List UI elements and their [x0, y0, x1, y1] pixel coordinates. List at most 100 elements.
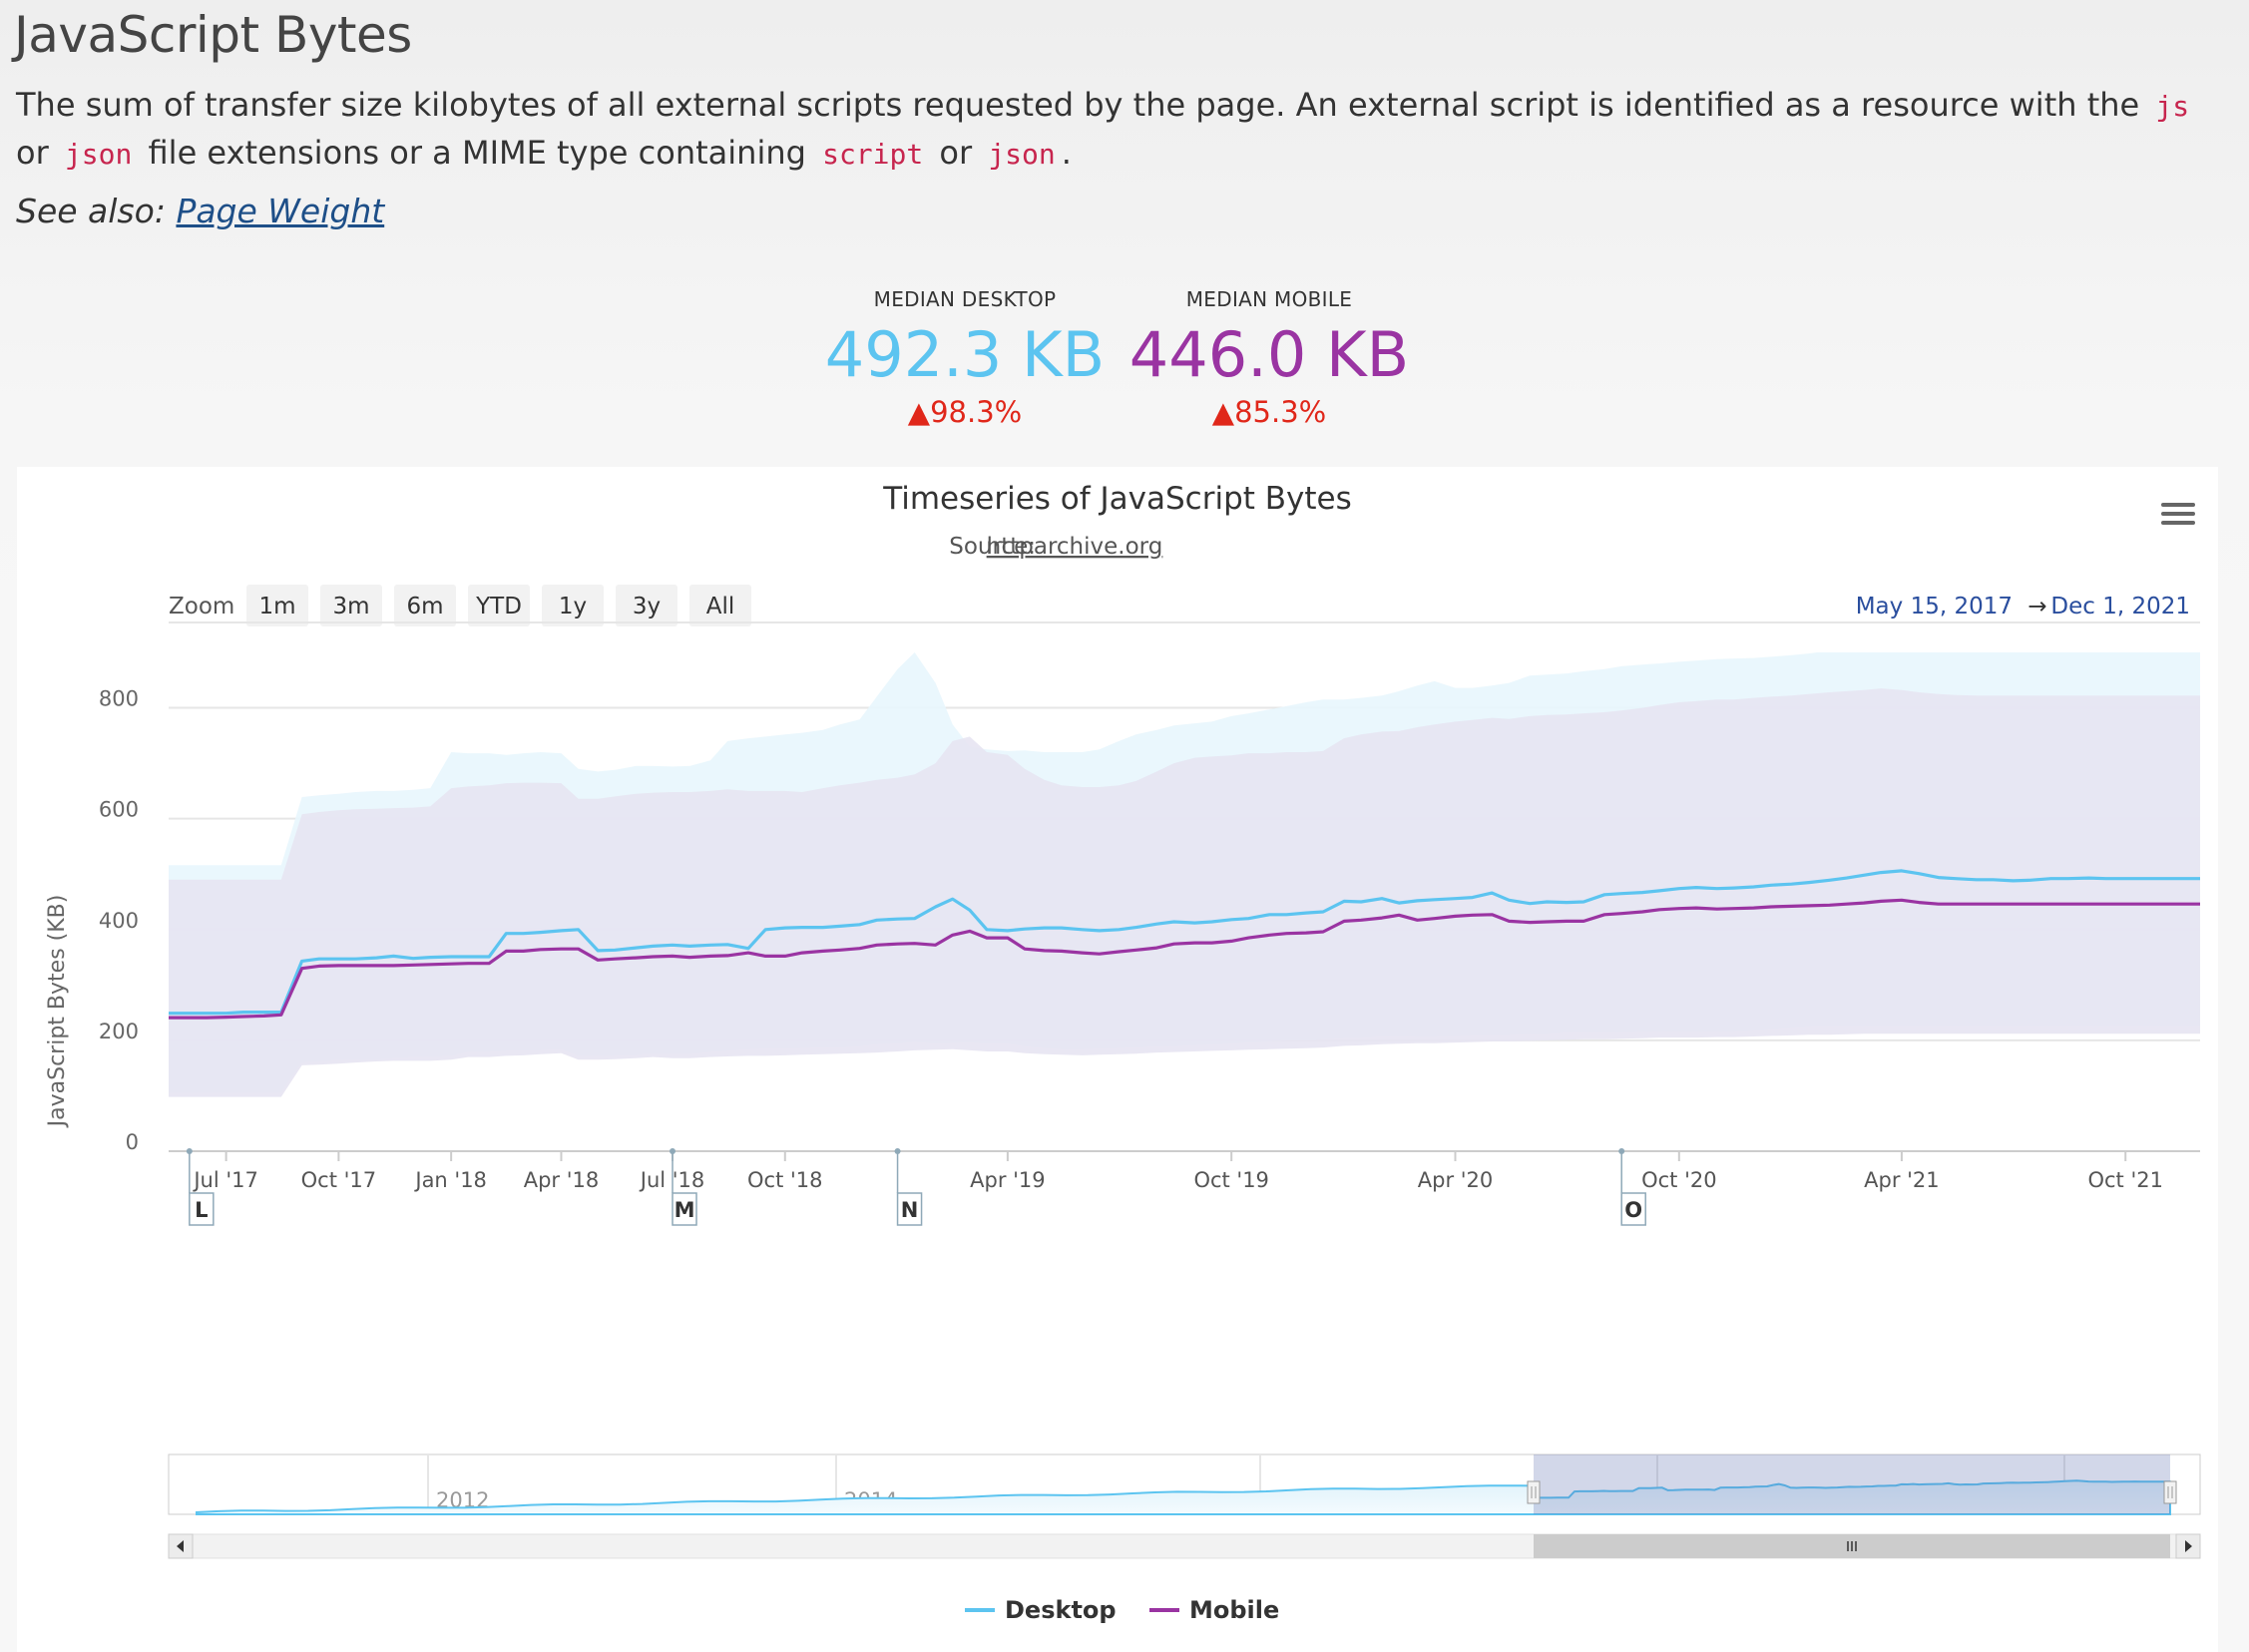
zoom-buttons: 1m 3m 6m YTD 1y 3y All — [246, 585, 751, 626]
description-text: file extensions or a MIME type containin… — [138, 134, 817, 172]
hamburger-menu-icon[interactable] — [2158, 497, 2198, 533]
page-title: JavaScript Bytes — [14, 6, 412, 64]
scroll-left-button[interactable] — [168, 1533, 194, 1559]
y-axis-title: JavaScript Bytes (KB) — [45, 895, 70, 1129]
zoom-button-bg — [246, 585, 308, 626]
y-tick-label: 200 — [99, 1020, 139, 1043]
navigator[interactable]: 20122014201620182021 — [168, 1453, 2201, 1515]
flag-label: N — [901, 1198, 919, 1222]
zoom-button-label: 1m — [258, 594, 295, 620]
zoom-button-label: 3m — [332, 594, 369, 620]
legend-mobile-label: Mobile — [1189, 1596, 1279, 1624]
flag-label: L — [195, 1198, 208, 1222]
navigator-left-handle[interactable] — [1527, 1480, 1541, 1504]
zoom-button-all[interactable]: All — [689, 585, 751, 626]
x-tick-label: Apr '18 — [524, 1168, 600, 1192]
flag-o[interactable]: O — [1618, 1148, 1646, 1226]
zoom-button-label: YTD — [475, 594, 522, 620]
x-tick-label: Apr '19 — [970, 1168, 1046, 1192]
x-tick-label: Jul '17 — [192, 1168, 258, 1192]
see-also-label: See also: — [16, 192, 166, 230]
zoom-button-bg — [616, 585, 677, 626]
median-desktop-stat: MEDIAN DESKTOP 492.3 KB ▲98.3% — [805, 287, 1124, 429]
y-tick-label: 800 — [99, 687, 139, 711]
scroll-left-icon — [177, 1540, 184, 1552]
description-text: or — [929, 134, 983, 172]
range-to[interactable]: Dec 1, 2021 — [2050, 594, 2190, 620]
zoom-label: Zoom — [169, 594, 234, 620]
flag-l[interactable]: L — [186, 1148, 215, 1226]
median-mobile-label: MEDIAN MOBILE — [1185, 287, 1353, 311]
see-also: See also: Page Weight — [16, 192, 384, 230]
chart-container: Timeseries of JavaScript Bytes Source: h… — [17, 467, 2218, 1652]
median-mobile-change: ▲85.3% — [1211, 395, 1327, 429]
legend-item-mobile[interactable]: Mobile — [1149, 1596, 1279, 1624]
source-label: Source: — [949, 534, 1036, 560]
median-mobile-stat: MEDIAN MOBILE 446.0 KB ▲85.3% — [1110, 287, 1429, 429]
y-tick-label: 0 — [126, 1130, 139, 1154]
zoom-button-ytd[interactable]: YTD — [468, 585, 530, 626]
legend-item-desktop[interactable]: Desktop — [965, 1596, 1117, 1624]
flag-box — [189, 1192, 215, 1226]
range-band — [169, 688, 2200, 1097]
timeseries-chart: Timeseries of JavaScript Bytes Source: h… — [45, 467, 2201, 1624]
range-from[interactable]: May 15, 2017 — [1856, 594, 2013, 620]
x-tick-label: Oct '18 — [747, 1168, 822, 1192]
navigator-selection[interactable] — [1534, 1454, 2170, 1514]
zoom-button-label: All — [706, 594, 735, 620]
code-json: json — [64, 138, 133, 171]
zoom-button-3y[interactable]: 3y — [616, 585, 677, 626]
flag-label: O — [1624, 1198, 1642, 1222]
scrollbar-grip-icon — [1847, 1541, 1857, 1551]
source-link[interactable]: httparchive.org — [987, 534, 1163, 560]
navigator-right-handle[interactable] — [2163, 1480, 2177, 1504]
series-lines — [169, 869, 2200, 1020]
x-tick-label: Oct '20 — [1641, 1168, 1716, 1192]
x-axis: Jul '17 Oct '17 Jan '18 Apr '18 Jul '18 Oct '… — [192, 1151, 2163, 1192]
median-desktop-change: ▲98.3% — [907, 395, 1023, 429]
zoom-button-label: 1y — [559, 594, 587, 620]
x-tick-label: Oct '21 — [2087, 1168, 2162, 1192]
code-js: js — [2155, 90, 2190, 123]
range-bands — [169, 652, 2200, 1097]
zoom-button-bg — [320, 585, 382, 626]
page-weight-link[interactable]: Page Weight — [176, 192, 385, 230]
scroll-right-button[interactable] — [190, 467, 2201, 1559]
x-tick-label: Apr '20 — [1418, 1168, 1494, 1192]
x-tick-label: Oct '17 — [301, 1168, 376, 1192]
flag-m[interactable]: M — [670, 1148, 697, 1226]
event-flags: L M N O — [186, 1148, 1646, 1226]
zoom-button-1m[interactable]: 1m — [246, 585, 308, 626]
code-script: script — [822, 138, 924, 171]
description-text: . — [1061, 134, 1072, 172]
description-text: or — [16, 134, 59, 172]
zoom-button-label: 6m — [406, 594, 443, 620]
flag-n[interactable]: N — [894, 1148, 923, 1226]
flag-box — [896, 1192, 923, 1226]
zoom-button-bg — [542, 585, 604, 626]
scrollbar[interactable] — [168, 467, 2201, 1559]
x-tick-label: Jan '18 — [413, 1168, 487, 1192]
navigator-series — [196, 1479, 2171, 1515]
zoom-button-label: 3y — [633, 594, 661, 620]
zoom-button-bg — [468, 585, 530, 626]
flag-box — [1620, 1192, 1646, 1226]
series-line-desktop[interactable] — [169, 869, 2200, 1016]
x-tick-label: Oct '19 — [1193, 1168, 1268, 1192]
y-axis: 0 200 400 600 800 — [99, 687, 139, 1154]
zoom-button-bg — [689, 585, 751, 626]
range-arrow: → — [2027, 594, 2046, 620]
y-tick-label: 400 — [99, 909, 139, 933]
chart-title: Timeseries of JavaScript Bytes — [882, 481, 1352, 517]
scroll-right-icon — [2185, 1540, 2192, 1552]
x-tick-label: Jul '18 — [639, 1168, 705, 1192]
zoom-button-3m[interactable]: 3m — [320, 585, 382, 626]
zoom-button-6m[interactable]: 6m — [394, 585, 456, 626]
zoom-button-1y[interactable]: 1y — [542, 585, 604, 626]
y-tick-label: 600 — [99, 798, 139, 822]
median-mobile-value: 446.0 KB — [1128, 318, 1410, 391]
flag-box — [672, 1192, 697, 1226]
code-json: json — [988, 138, 1056, 171]
flag-label: M — [675, 1198, 695, 1222]
series-line-mobile[interactable] — [169, 898, 2200, 1020]
